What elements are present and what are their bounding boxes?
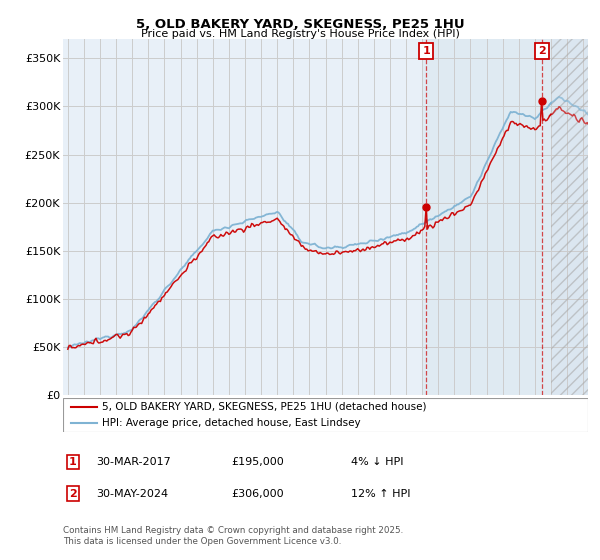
Text: 1: 1 — [422, 46, 430, 56]
Text: 2: 2 — [538, 46, 545, 56]
Text: 2: 2 — [69, 489, 77, 499]
Text: 12% ↑ HPI: 12% ↑ HPI — [351, 489, 410, 499]
Text: HPI: Average price, detached house, East Lindsey: HPI: Average price, detached house, East… — [103, 418, 361, 428]
Text: £306,000: £306,000 — [231, 489, 284, 499]
Text: 30-MAY-2024: 30-MAY-2024 — [96, 489, 168, 499]
Text: Contains HM Land Registry data © Crown copyright and database right 2025.
This d: Contains HM Land Registry data © Crown c… — [63, 526, 403, 546]
Text: Price paid vs. HM Land Registry's House Price Index (HPI): Price paid vs. HM Land Registry's House … — [140, 29, 460, 39]
Bar — [551, 39, 588, 395]
Text: 5, OLD BAKERY YARD, SKEGNESS, PE25 1HU: 5, OLD BAKERY YARD, SKEGNESS, PE25 1HU — [136, 18, 464, 31]
Bar — [422, 39, 551, 395]
Bar — [551, 39, 588, 395]
Text: 1: 1 — [69, 457, 77, 467]
Text: £195,000: £195,000 — [231, 457, 284, 467]
Text: 4% ↓ HPI: 4% ↓ HPI — [351, 457, 404, 467]
Text: 5, OLD BAKERY YARD, SKEGNESS, PE25 1HU (detached house): 5, OLD BAKERY YARD, SKEGNESS, PE25 1HU (… — [103, 402, 427, 412]
Text: 30-MAR-2017: 30-MAR-2017 — [96, 457, 171, 467]
